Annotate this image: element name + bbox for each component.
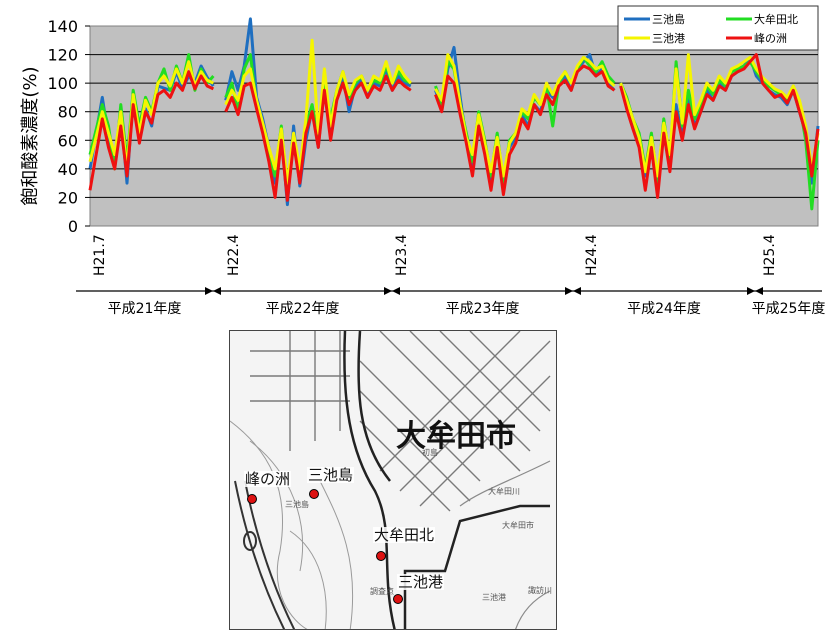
station-marker-峰の洲 bbox=[247, 494, 257, 504]
station-marker-三池島 bbox=[309, 489, 319, 499]
fiscal-year-arrow bbox=[205, 287, 213, 295]
x-tick-label: H25.4 bbox=[762, 234, 778, 276]
fiscal-year-label: 平成25年度 bbox=[752, 301, 826, 317]
fiscal-year-arrow bbox=[573, 287, 581, 295]
y-tick-label: 100 bbox=[47, 74, 78, 93]
x-tick-label: H22.4 bbox=[226, 234, 242, 276]
fiscal-year-arrow bbox=[392, 287, 400, 295]
map-bg-text: 調査点 bbox=[370, 586, 394, 596]
series-line bbox=[88, 70, 215, 191]
station-marker-大牟田北 bbox=[376, 551, 386, 561]
map-streets bbox=[250, 331, 551, 512]
x-tick-label: H23.4 bbox=[394, 234, 410, 276]
map-bg-text: 諏訪川 bbox=[528, 585, 552, 595]
y-axis-ticks: 0 20 40 60 80 100 120 140 bbox=[47, 17, 90, 236]
x-axis-ticks: H21.7 H22.4 H23.4 H24.4 H25.4 bbox=[92, 234, 778, 276]
y-tick-label: 0 bbox=[68, 217, 78, 236]
station-label-三池島: 三池島 bbox=[307, 466, 355, 484]
map-bg-text: 三池島 bbox=[285, 499, 309, 509]
fiscal-year-label: 平成21年度 bbox=[108, 301, 182, 317]
map-depth-contours bbox=[230, 420, 354, 629]
station-markers bbox=[247, 489, 403, 604]
map-background-texts: 大牟田川 大牟田市 三池港 諏訪川 三池島 調査点 初島 bbox=[285, 447, 552, 602]
fiscal-year-label: 平成22年度 bbox=[266, 301, 340, 317]
series-line bbox=[224, 38, 412, 185]
fiscal-year-arrow bbox=[755, 287, 763, 295]
fiscal-year-label: 平成24年度 bbox=[627, 301, 701, 317]
y-tick-label: 120 bbox=[47, 46, 78, 65]
y-tick-label: 60 bbox=[58, 131, 78, 150]
y-tick-label: 20 bbox=[58, 188, 78, 207]
fiscal-year-bar: 平成21年度 平成22年度 平成23年度 平成24年度 平成25年度 bbox=[76, 287, 825, 317]
fiscal-year-arrow bbox=[747, 287, 755, 295]
legend-label-大牟田北: 大牟田北 bbox=[754, 12, 798, 26]
x-tick-label: H21.7 bbox=[92, 234, 108, 276]
legend: 三池島 大牟田北 三池港 峰の洲 bbox=[617, 5, 819, 51]
y-tick-label: 40 bbox=[58, 160, 78, 179]
series-line bbox=[224, 74, 412, 202]
station-label-峰の洲: 峰の洲 bbox=[244, 470, 292, 488]
y-tick-label: 140 bbox=[47, 17, 78, 36]
series-line bbox=[619, 53, 820, 178]
map-bg-text: 大牟田市 bbox=[502, 520, 534, 530]
legend-label-峰の洲: 峰の洲 bbox=[754, 32, 787, 45]
map-river bbox=[459, 460, 551, 629]
series-line bbox=[434, 64, 616, 197]
legend-label-三池港: 三池港 bbox=[652, 32, 685, 45]
location-map: 大牟田川 大牟田市 三池港 諏訪川 三池島 調査点 初島 大牟田市 峰の洲 三池… bbox=[229, 330, 557, 630]
map-bg-text: 大牟田川 bbox=[488, 486, 520, 496]
legend-label-三池島: 三池島 bbox=[652, 12, 685, 26]
fiscal-year-arrow bbox=[213, 287, 221, 295]
series-layer bbox=[88, 17, 820, 211]
station-label-大牟田北: 大牟田北 bbox=[373, 526, 436, 544]
fiscal-year-arrow bbox=[565, 287, 573, 295]
series-line bbox=[619, 53, 820, 199]
city-label: 大牟田市 bbox=[396, 419, 516, 454]
x-tick-label: H24.4 bbox=[584, 234, 600, 276]
y-axis-label: 飽和酸素濃度(%) bbox=[20, 66, 41, 205]
map-bg-text: 三池港 bbox=[482, 592, 506, 602]
series-峰の洲 bbox=[88, 53, 820, 202]
station-marker-三池港 bbox=[393, 594, 403, 604]
fiscal-year-arrow bbox=[384, 287, 392, 295]
station-label-三池港: 三池港 bbox=[397, 573, 445, 591]
map-bg-text: 初島 bbox=[422, 447, 438, 457]
fiscal-year-label: 平成23年度 bbox=[446, 301, 520, 317]
y-tick-label: 80 bbox=[58, 103, 78, 122]
